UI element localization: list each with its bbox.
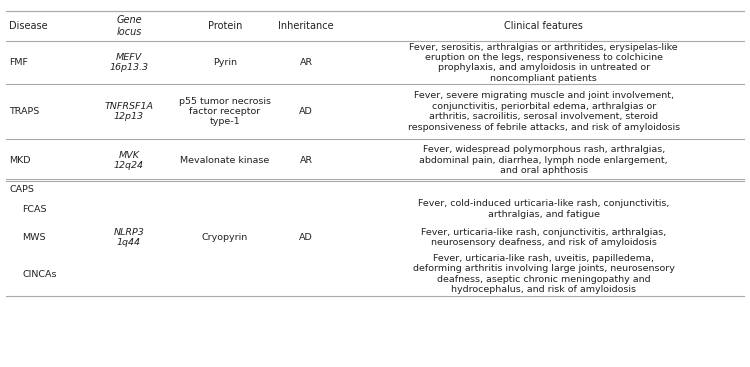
Text: AD: AD <box>299 107 313 116</box>
Text: AR: AR <box>299 58 313 67</box>
Text: TNFRSF1A
12p13: TNFRSF1A 12p13 <box>104 102 154 121</box>
Text: Mevalonate kinase: Mevalonate kinase <box>180 156 270 165</box>
Text: MWS: MWS <box>22 233 46 242</box>
Text: Inheritance: Inheritance <box>278 21 334 31</box>
Text: TRAPS: TRAPS <box>9 107 39 116</box>
Text: Fever, severe migrating muscle and joint involvement,
conjunctivitis, periorbita: Fever, severe migrating muscle and joint… <box>408 91 680 132</box>
Text: MVK
12q24: MVK 12q24 <box>114 151 144 170</box>
Text: NLRP3
1q44: NLRP3 1q44 <box>114 228 144 247</box>
Text: AD: AD <box>299 233 313 242</box>
Text: Disease: Disease <box>9 21 48 31</box>
Text: CAPS: CAPS <box>9 185 34 193</box>
Text: Fever, serositis, arthralgias or arthritides, erysipelas-like
eruption on the le: Fever, serositis, arthralgias or arthrit… <box>410 43 678 83</box>
Text: Cryopyrin: Cryopyrin <box>202 233 248 242</box>
Text: CINCAs: CINCAs <box>22 270 57 279</box>
Text: MKD: MKD <box>9 156 31 165</box>
Text: Fever, widespread polymorphous rash, arthralgias,
abdominal pain, diarrhea, lymp: Fever, widespread polymorphous rash, art… <box>419 145 668 175</box>
Text: MEFV
16p13.3: MEFV 16p13.3 <box>110 53 148 72</box>
Text: Fever, cold-induced urticaria-like rash, conjunctivitis,
arthralgias, and fatigu: Fever, cold-induced urticaria-like rash,… <box>418 200 670 219</box>
Text: Protein: Protein <box>208 21 242 31</box>
Text: Fever, urticaria-like rash, conjunctivitis, arthralgias,
neurosensory deafness, : Fever, urticaria-like rash, conjunctivit… <box>422 228 666 247</box>
Text: Gene
locus: Gene locus <box>116 15 142 37</box>
Text: FMF: FMF <box>9 58 28 67</box>
Text: Pyrin: Pyrin <box>213 58 237 67</box>
Text: p55 tumor necrosis
factor receptor
type-1: p55 tumor necrosis factor receptor type-… <box>179 97 271 127</box>
Text: Clinical features: Clinical features <box>504 21 584 31</box>
Text: FCAS: FCAS <box>22 205 47 214</box>
Text: Fever, urticaria-like rash, uveitis, papilledema,
deforming arthritis involving : Fever, urticaria-like rash, uveitis, pap… <box>413 254 675 294</box>
Text: AR: AR <box>299 156 313 165</box>
